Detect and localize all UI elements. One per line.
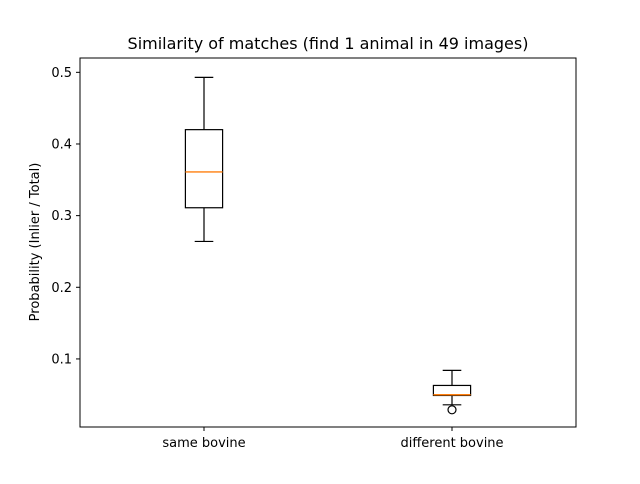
box-iqr <box>432 384 472 397</box>
x-tick-label: same bovine <box>162 436 245 451</box>
y-tick-label: 0.1 <box>51 352 72 367</box>
chart-title: Similarity of matches (find 1 animal in … <box>128 34 529 53</box>
y-tick-label: 0.3 <box>51 209 72 224</box>
y-axis-label: Probability (Inlier / Total) <box>28 163 43 322</box>
plot-frame <box>79 57 577 428</box>
y-tick-label: 0.2 <box>51 281 72 296</box>
y-tick-label: 0.4 <box>51 137 72 152</box>
y-tick-label: 0.5 <box>51 66 72 81</box>
outlier-point <box>447 405 457 415</box>
x-tick-label: different bovine <box>400 436 503 451</box>
plot-area: 0.1 0.2 0.3 0.4 0.5 same bovine different bovi… <box>51 57 577 451</box>
box-iqr <box>184 129 224 209</box>
